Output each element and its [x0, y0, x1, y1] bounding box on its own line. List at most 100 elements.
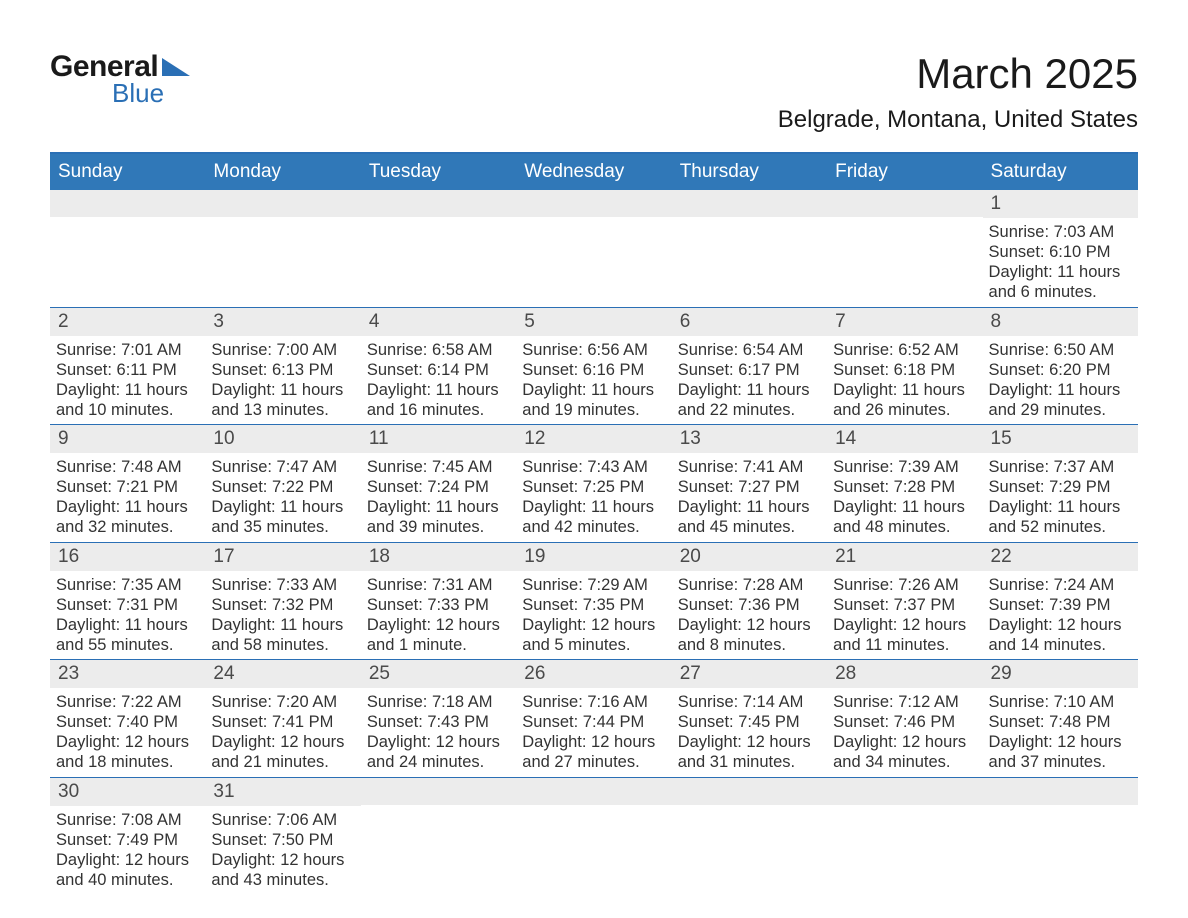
day-number: 4 — [361, 308, 516, 336]
day-header-wednesday: Wednesday — [516, 154, 671, 190]
daylight-text: Daylight: 11 hours and 32 minutes. — [56, 497, 199, 537]
day-number: 31 — [205, 778, 360, 806]
sunrise-text: Sunrise: 7:14 AM — [678, 692, 821, 712]
sunrise-text: Sunrise: 7:12 AM — [833, 692, 976, 712]
day-body: Sunrise: 7:12 AMSunset: 7:46 PMDaylight:… — [827, 688, 982, 777]
sunrise-text: Sunrise: 6:52 AM — [833, 340, 976, 360]
daylight-text: Daylight: 11 hours and 29 minutes. — [989, 380, 1132, 420]
sunset-text: Sunset: 6:13 PM — [211, 360, 354, 380]
day-body: Sunrise: 7:06 AMSunset: 7:50 PMDaylight:… — [205, 806, 360, 895]
calendar-cell: 21Sunrise: 7:26 AMSunset: 7:37 PMDayligh… — [827, 543, 982, 660]
day-number: 11 — [361, 425, 516, 453]
page-header: General Blue March 2025 Belgrade, Montan… — [50, 50, 1138, 134]
calendar-cell: 27Sunrise: 7:14 AMSunset: 7:45 PMDayligh… — [672, 660, 827, 777]
calendar-cell: 26Sunrise: 7:16 AMSunset: 7:44 PMDayligh… — [516, 660, 671, 777]
daylight-text: Daylight: 12 hours and 8 minutes. — [678, 615, 821, 655]
day-header-thursday: Thursday — [672, 154, 827, 190]
day-body — [516, 805, 671, 813]
day-body — [361, 805, 516, 813]
sunrise-text: Sunrise: 7:45 AM — [367, 457, 510, 477]
calendar-cell: 23Sunrise: 7:22 AMSunset: 7:40 PMDayligh… — [50, 660, 205, 777]
sunset-text: Sunset: 7:33 PM — [367, 595, 510, 615]
daylight-text: Daylight: 11 hours and 39 minutes. — [367, 497, 510, 537]
sunset-text: Sunset: 6:11 PM — [56, 360, 199, 380]
day-number — [672, 190, 827, 217]
day-body: Sunrise: 7:31 AMSunset: 7:33 PMDaylight:… — [361, 571, 516, 660]
day-body — [205, 217, 360, 225]
sunset-text: Sunset: 7:39 PM — [989, 595, 1132, 615]
daylight-text: Daylight: 12 hours and 21 minutes. — [211, 732, 354, 772]
sunrise-text: Sunrise: 7:16 AM — [522, 692, 665, 712]
calendar-cell — [827, 778, 982, 895]
day-body: Sunrise: 7:22 AMSunset: 7:40 PMDaylight:… — [50, 688, 205, 777]
sunset-text: Sunset: 7:27 PM — [678, 477, 821, 497]
calendar-row: 16Sunrise: 7:35 AMSunset: 7:31 PMDayligh… — [50, 542, 1138, 660]
sunrise-text: Sunrise: 7:10 AM — [989, 692, 1132, 712]
sunset-text: Sunset: 7:31 PM — [56, 595, 199, 615]
day-number — [983, 778, 1138, 805]
sunrise-text: Sunrise: 6:50 AM — [989, 340, 1132, 360]
daylight-text: Daylight: 11 hours and 10 minutes. — [56, 380, 199, 420]
sunset-text: Sunset: 6:16 PM — [522, 360, 665, 380]
sunset-text: Sunset: 7:44 PM — [522, 712, 665, 732]
sunrise-text: Sunrise: 6:54 AM — [678, 340, 821, 360]
sunrise-text: Sunrise: 6:56 AM — [522, 340, 665, 360]
day-number: 28 — [827, 660, 982, 688]
calendar-cell — [516, 778, 671, 895]
day-number: 30 — [50, 778, 205, 806]
calendar-row: 1Sunrise: 7:03 AMSunset: 6:10 PMDaylight… — [50, 190, 1138, 307]
day-number — [205, 190, 360, 217]
daylight-text: Daylight: 12 hours and 11 minutes. — [833, 615, 976, 655]
sunset-text: Sunset: 6:17 PM — [678, 360, 821, 380]
day-number: 20 — [672, 543, 827, 571]
sunset-text: Sunset: 7:36 PM — [678, 595, 821, 615]
calendar-cell — [672, 778, 827, 895]
daylight-text: Daylight: 11 hours and 58 minutes. — [211, 615, 354, 655]
day-body: Sunrise: 7:35 AMSunset: 7:31 PMDaylight:… — [50, 571, 205, 660]
sunrise-text: Sunrise: 7:41 AM — [678, 457, 821, 477]
day-body: Sunrise: 7:39 AMSunset: 7:28 PMDaylight:… — [827, 453, 982, 542]
day-body: Sunrise: 6:50 AMSunset: 6:20 PMDaylight:… — [983, 336, 1138, 425]
day-body: Sunrise: 7:26 AMSunset: 7:37 PMDaylight:… — [827, 571, 982, 660]
calendar-cell: 20Sunrise: 7:28 AMSunset: 7:36 PMDayligh… — [672, 543, 827, 660]
day-body — [516, 217, 671, 225]
day-body — [827, 805, 982, 813]
calendar-cell: 18Sunrise: 7:31 AMSunset: 7:33 PMDayligh… — [361, 543, 516, 660]
day-body: Sunrise: 6:56 AMSunset: 6:16 PMDaylight:… — [516, 336, 671, 425]
sunrise-text: Sunrise: 7:39 AM — [833, 457, 976, 477]
day-body: Sunrise: 7:29 AMSunset: 7:35 PMDaylight:… — [516, 571, 671, 660]
sunset-text: Sunset: 7:46 PM — [833, 712, 976, 732]
calendar-cell: 7Sunrise: 6:52 AMSunset: 6:18 PMDaylight… — [827, 308, 982, 425]
day-number: 21 — [827, 543, 982, 571]
calendar-cell — [672, 190, 827, 307]
sunrise-text: Sunrise: 7:03 AM — [989, 222, 1132, 242]
daylight-text: Daylight: 12 hours and 40 minutes. — [56, 850, 199, 890]
sunset-text: Sunset: 7:21 PM — [56, 477, 199, 497]
day-number — [50, 190, 205, 217]
month-title: March 2025 — [778, 50, 1138, 98]
calendar-cell: 14Sunrise: 7:39 AMSunset: 7:28 PMDayligh… — [827, 425, 982, 542]
day-header-monday: Monday — [205, 154, 360, 190]
day-number: 7 — [827, 308, 982, 336]
calendar-row: 9Sunrise: 7:48 AMSunset: 7:21 PMDaylight… — [50, 424, 1138, 542]
day-number: 19 — [516, 543, 671, 571]
day-number — [827, 778, 982, 805]
day-number: 6 — [672, 308, 827, 336]
calendar-cell: 30Sunrise: 7:08 AMSunset: 7:49 PMDayligh… — [50, 778, 205, 895]
sunset-text: Sunset: 7:35 PM — [522, 595, 665, 615]
day-number: 24 — [205, 660, 360, 688]
sunrise-text: Sunrise: 7:24 AM — [989, 575, 1132, 595]
calendar-cell: 11Sunrise: 7:45 AMSunset: 7:24 PMDayligh… — [361, 425, 516, 542]
calendar-row: 2Sunrise: 7:01 AMSunset: 6:11 PMDaylight… — [50, 307, 1138, 425]
sunrise-text: Sunrise: 7:18 AM — [367, 692, 510, 712]
sunrise-text: Sunrise: 7:01 AM — [56, 340, 199, 360]
calendar-cell: 29Sunrise: 7:10 AMSunset: 7:48 PMDayligh… — [983, 660, 1138, 777]
calendar-cell — [983, 778, 1138, 895]
day-number: 29 — [983, 660, 1138, 688]
sunset-text: Sunset: 7:40 PM — [56, 712, 199, 732]
daylight-text: Daylight: 11 hours and 13 minutes. — [211, 380, 354, 420]
day-body: Sunrise: 7:43 AMSunset: 7:25 PMDaylight:… — [516, 453, 671, 542]
sunset-text: Sunset: 7:49 PM — [56, 830, 199, 850]
sunset-text: Sunset: 6:20 PM — [989, 360, 1132, 380]
day-body — [361, 217, 516, 225]
